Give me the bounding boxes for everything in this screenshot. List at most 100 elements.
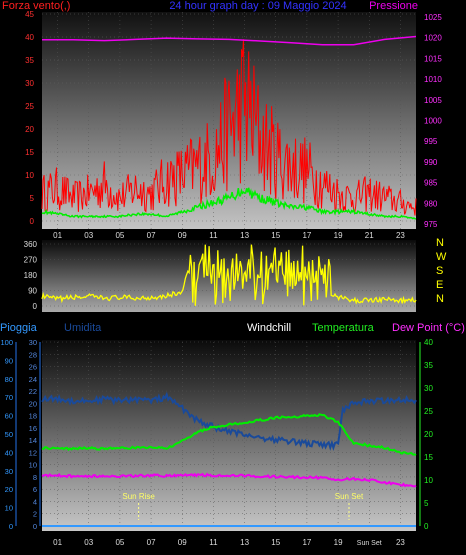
pressure-axis-title: Pressione (369, 0, 418, 12)
dew-point-line (41, 472, 417, 488)
pressure-tick-label: 985 (424, 179, 438, 188)
temperature-tick-label: 35 (424, 361, 433, 370)
series-lines: Sun Rise Sun Set (41, 35, 417, 527)
pressure-tick-label: 1005 (424, 96, 442, 105)
bottom-plot-area (42, 340, 416, 531)
direction-tick-label: 90 (28, 287, 37, 296)
bottom-x-tick-label: 13 (240, 538, 249, 547)
wind-speed-tick-label: 0 (30, 217, 35, 226)
sun-annotation: Sun Set (335, 492, 364, 501)
bottom-panel-label: Windchill (247, 322, 291, 334)
wind-speed-tick-label: 35 (25, 56, 34, 65)
compass-label: N (436, 293, 444, 305)
humidity-tick-label: 24 (29, 375, 37, 384)
temperature-tick-label: 15 (424, 453, 433, 462)
top-x-tick-label: 19 (334, 231, 343, 240)
rain-tick-label: 40 (5, 448, 13, 457)
wind-speed-axis-title: Forza vento(,) (2, 0, 70, 12)
bottom-panel-labels: Pioggia Umidita Windchill Temperatura Dew Po… (0, 322, 465, 334)
pressure-tick-label: 980 (424, 199, 438, 208)
pressure-line (42, 35, 417, 46)
pressure-tick-label: 1025 (424, 13, 442, 22)
top-x-tick-label: 21 (365, 231, 374, 240)
humidity-tick-label: 26 (29, 363, 37, 372)
bottom-x-tick-label: 15 (271, 538, 280, 547)
bottom-panel-label: Umidita (64, 322, 102, 334)
humidity-tick-label: 20 (29, 399, 37, 408)
wind-speed-tick-label: 15 (25, 148, 34, 157)
bottom-x-tick-label: 19 (334, 538, 343, 547)
wind-average-line (41, 187, 417, 220)
pressure-tick-label: 1000 (424, 117, 442, 126)
rain-tick-label: 100 (0, 338, 13, 347)
wind-speed-tick-label: 30 (25, 79, 34, 88)
temperature-tick-label: 20 (424, 430, 433, 439)
top-x-tick-label: 17 (302, 231, 311, 240)
temperature-line (41, 413, 417, 456)
top-plot-area (42, 12, 416, 229)
humidity-line (41, 391, 417, 451)
top-x-tick-label: 11 (209, 231, 218, 240)
pressure-tick-label: 995 (424, 137, 438, 146)
humidity-tick-label: 18 (29, 412, 37, 421)
bottom-x-tick-label: 01 (53, 538, 62, 547)
humidity-tick-label: 0 (33, 522, 37, 531)
direction-tick-label: 270 (24, 256, 38, 265)
bottom-x-tick-label: Sun Set (357, 540, 382, 547)
wind-speed-tick-label: 5 (30, 194, 35, 203)
temperature-tick-label: 30 (424, 384, 433, 393)
sun-annotation: Sun Rise (122, 492, 155, 501)
top-x-tick-label: 23 (396, 231, 405, 240)
wind-speed-tick-label: 10 (25, 171, 34, 180)
direction-tick-label: 180 (24, 271, 38, 280)
rain-tick-label: 20 (5, 485, 13, 494)
wind-speed-tick-label: 45 (25, 10, 34, 19)
humidity-tick-label: 8 (33, 473, 37, 482)
pressure-tick-label: 990 (424, 158, 438, 167)
bottom-x-tick-label: 23 (396, 538, 405, 547)
wind-speed-tick-label: 40 (25, 33, 34, 42)
humidity-tick-label: 10 (29, 461, 37, 470)
humidity-tick-label: 28 (29, 350, 37, 359)
rain-tick-label: 10 (5, 504, 13, 513)
humidity-tick-label: 30 (29, 338, 37, 347)
bottom-x-tick-label: 07 (147, 538, 156, 547)
temperature-tick-label: 40 (424, 338, 433, 347)
rain-tick-label: 70 (5, 393, 13, 402)
top-x-tick-label: 01 (53, 231, 62, 240)
rain-tick-label: 50 (5, 430, 13, 439)
pressure-tick-label: 1010 (424, 75, 442, 84)
bottom-x-tick-label: 17 (302, 538, 311, 547)
wind-speed-tick-label: 25 (25, 102, 34, 111)
temperature-tick-label: 5 (424, 499, 429, 508)
bottom-panel-label: Temperatura (312, 322, 375, 334)
top-x-tick-label: 07 (147, 231, 156, 240)
direction-tick-label: 0 (33, 302, 38, 311)
top-x-tick-label: 03 (84, 231, 93, 240)
temperature-tick-label: 0 (424, 522, 429, 531)
bottom-x-tick-label: 03 (84, 538, 93, 547)
humidity-tick-label: 4 (33, 497, 37, 506)
bottom-x-tick-label: 05 (115, 538, 124, 547)
bottom-panel-label: Dew Point (°C) (392, 322, 465, 334)
rain-tick-label: 0 (9, 522, 13, 531)
compass-label: E (436, 279, 443, 291)
temperature-tick-label: 25 (424, 407, 433, 416)
rain-tick-label: 90 (5, 356, 13, 365)
compass-label: W (436, 251, 447, 263)
bottom-panel-label: Pioggia (0, 322, 38, 334)
top-x-tick-label: 13 (240, 231, 249, 240)
rain-tick-label: 80 (5, 375, 13, 384)
bottom-x-tick-label: 11 (209, 538, 218, 547)
temperature-tick-label: 10 (424, 476, 433, 485)
chart-title: 24 hour graph day : 09 Maggio 2024 (169, 0, 346, 12)
top-x-tick-label: 05 (115, 231, 124, 240)
wind-direction-line (41, 244, 417, 306)
direction-tick-label: 360 (24, 240, 38, 249)
humidity-tick-label: 22 (29, 387, 37, 396)
rain-tick-label: 60 (5, 412, 13, 421)
compass-label: S (436, 265, 443, 277)
humidity-tick-label: 12 (29, 448, 37, 457)
humidity-tick-label: 16 (29, 424, 37, 433)
